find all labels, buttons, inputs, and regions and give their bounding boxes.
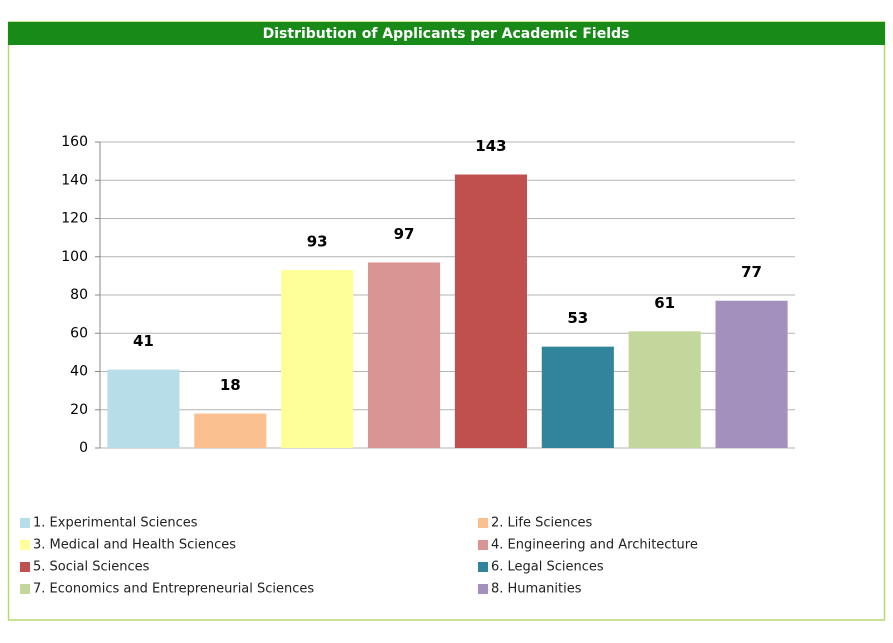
legend-label: 1. Experimental Sciences <box>33 516 198 531</box>
legend-label: 6. Legal Sciences <box>491 560 604 575</box>
bar <box>194 413 267 448</box>
y-tick-label: 20 <box>70 402 88 418</box>
value-label: 53 <box>567 309 588 327</box>
y-tick-label: 40 <box>70 364 88 380</box>
legend-swatch <box>20 518 30 528</box>
legend-swatch <box>478 518 488 528</box>
legend-label: 3. Medical and Health Sciences <box>33 538 236 553</box>
legend-label: 4. Engineering and Architecture <box>491 538 698 553</box>
bar <box>715 300 788 448</box>
value-label: 143 <box>475 137 506 155</box>
header-bar <box>8 22 885 45</box>
y-tick-label: 120 <box>61 211 88 227</box>
legend-label: 8. Humanities <box>491 582 582 597</box>
bar <box>628 331 701 448</box>
y-tick-label: 80 <box>70 287 88 303</box>
bar <box>368 262 441 448</box>
y-tick-label: 60 <box>70 325 88 341</box>
value-label: 61 <box>654 294 675 312</box>
y-tick-label: 160 <box>61 134 88 150</box>
value-label: 77 <box>741 263 762 281</box>
legend-swatch <box>20 584 30 594</box>
chart-title: Distribution of Applicants per Academic … <box>263 26 630 42</box>
legend-label: 2. Life Sciences <box>491 516 592 531</box>
y-tick-label: 140 <box>61 172 88 188</box>
legend-label: 7. Economics and Entrepreneurial Science… <box>33 582 314 597</box>
y-tick-label: 100 <box>61 249 88 265</box>
value-label: 93 <box>307 233 328 251</box>
legend-swatch <box>478 540 488 550</box>
legend-swatch <box>478 584 488 594</box>
y-tick-label: 0 <box>79 440 88 456</box>
bar <box>454 174 527 448</box>
legend-label: 5. Social Sciences <box>33 560 150 575</box>
value-label: 41 <box>133 332 154 350</box>
bar <box>281 270 354 448</box>
legend-swatch <box>20 562 30 572</box>
bar <box>107 369 180 448</box>
legend-swatch <box>20 540 30 550</box>
value-label: 18 <box>220 376 241 394</box>
value-label: 97 <box>394 225 415 243</box>
bar <box>541 346 614 448</box>
legend-swatch <box>478 562 488 572</box>
